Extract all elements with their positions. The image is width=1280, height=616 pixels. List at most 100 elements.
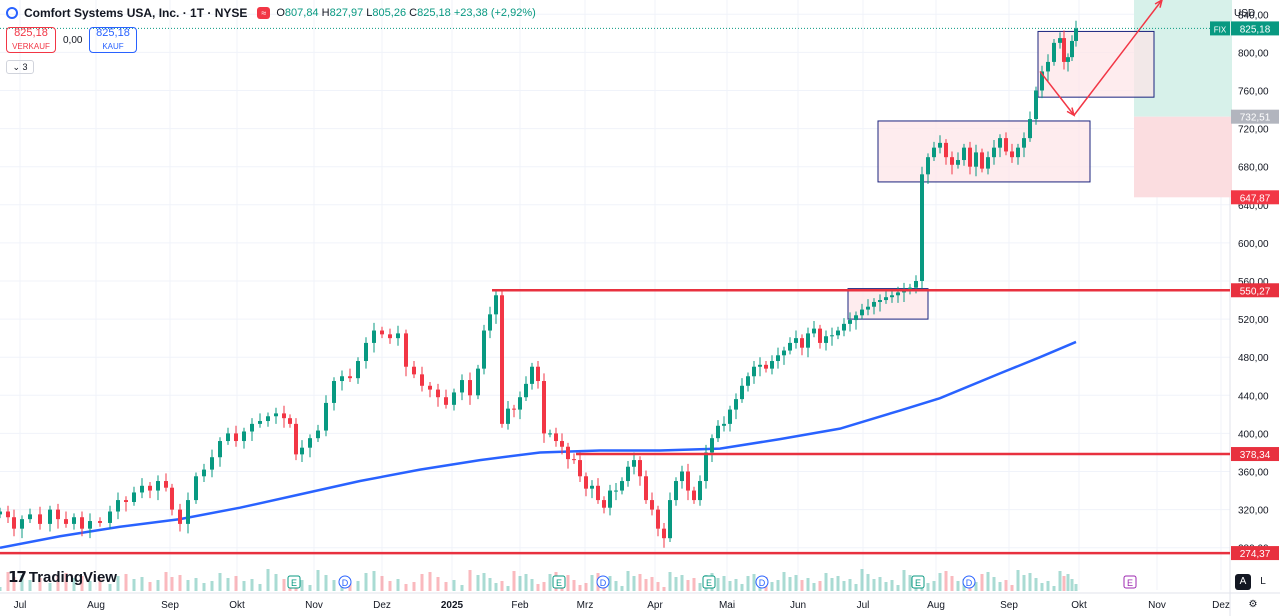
symbol-title[interactable]: Comfort Systems USA, Inc. · 1T · NYSE [24, 6, 248, 20]
sell-button[interactable]: 825,18 VERKAUF [6, 27, 56, 53]
candle-body [132, 492, 136, 502]
candle-body [452, 392, 456, 405]
candle-body [28, 514, 32, 520]
volume-bar [590, 575, 594, 591]
volume-bar [488, 578, 492, 591]
x-tick-label: Jul [14, 600, 27, 611]
y-tick-label: 720,00 [1238, 125, 1269, 136]
volume-bar [788, 577, 792, 591]
y-tick-label: 800,00 [1238, 48, 1269, 59]
volume-bar [282, 579, 286, 591]
volume-bar [124, 574, 128, 591]
volume-bar [512, 571, 516, 591]
volume-bar [842, 581, 846, 591]
dividend-event-icon [962, 575, 976, 589]
candle-body [548, 433, 552, 435]
volume-bar [300, 580, 304, 591]
volume-bar [1052, 586, 1056, 591]
candle-body [518, 397, 522, 410]
x-tick-label: Dez [1212, 600, 1230, 611]
volume-bar [902, 570, 906, 591]
candle-body [974, 152, 978, 167]
candle-body [656, 509, 660, 529]
x-tick-label: 2025 [441, 600, 464, 611]
candle-body [482, 330, 486, 369]
volume-bar [752, 574, 756, 591]
tradingview-logo[interactable]: 17 TradingView [8, 568, 117, 586]
dividend-event-icon [338, 575, 352, 589]
candle-body [872, 301, 876, 307]
volume-bar [950, 576, 954, 591]
sell-label: VERKAUF [12, 42, 50, 51]
log-scale-button[interactable]: L [1260, 576, 1266, 587]
candle-body [782, 350, 786, 356]
arrow-line-1 [1039, 70, 1075, 116]
candle-body [920, 174, 924, 281]
company-logo-icon [6, 7, 18, 19]
volume-bar [468, 570, 472, 591]
y-tick-label: 640,00 [1238, 201, 1269, 212]
candle-body [98, 521, 102, 523]
indicators-toggle-button[interactable]: ⌄ 3 [6, 60, 34, 74]
volume-bar [980, 574, 984, 591]
currency-selector[interactable]: USD [1234, 8, 1256, 19]
settings-gear-icon[interactable]: ⚙ [1248, 599, 1258, 610]
volume-bar [1040, 583, 1044, 591]
candle-body [1028, 119, 1032, 139]
volume-bar [830, 578, 834, 591]
candle-body [602, 500, 606, 508]
volume-bar [566, 575, 570, 591]
volume-bar [210, 581, 214, 591]
candle-body [1046, 61, 1050, 72]
volume-bar [348, 583, 352, 591]
candle-body [824, 336, 828, 343]
candle-body [6, 511, 10, 518]
volume-bar [1046, 581, 1050, 591]
volume-bar [324, 575, 328, 591]
buy-button[interactable]: 825,18 KAUF [89, 27, 137, 53]
volume-bar [734, 579, 738, 591]
level-price-tag [1231, 447, 1279, 462]
volume-bar [1066, 574, 1070, 591]
candle-body [48, 509, 52, 524]
candle-body [626, 466, 630, 482]
candle-body [412, 366, 416, 375]
candle-body [572, 459, 576, 461]
x-tick-label: Dez [373, 600, 391, 611]
volume-bar [506, 586, 510, 591]
y-tick-label: 680,00 [1238, 163, 1269, 174]
axis-price-tag [1231, 21, 1279, 36]
volume-bar [452, 580, 456, 591]
volume-bar [794, 575, 798, 591]
x-tick-label: Okt [229, 600, 245, 611]
candle-body [1010, 151, 1014, 158]
candle-body [944, 142, 948, 158]
volume-bar [530, 579, 534, 591]
candle-body [680, 471, 684, 482]
exchange-status-badge[interactable]: ≈ [257, 7, 271, 19]
volume-bar [896, 585, 900, 591]
candle-body [542, 381, 546, 434]
volume-bar [56, 575, 60, 591]
volume-bar [650, 577, 654, 591]
rectangle-drawing-2 [877, 120, 1091, 183]
volume-bar [638, 574, 642, 591]
candle-body [674, 481, 678, 501]
earnings-event-icon [1123, 575, 1137, 589]
candle-body [950, 157, 954, 165]
candle-body [428, 385, 432, 390]
volume-bar [620, 586, 624, 591]
volume-bar [364, 573, 368, 591]
candle-body [560, 441, 564, 447]
candle-body [662, 528, 666, 539]
candle-body [530, 366, 534, 384]
candle-body [164, 481, 168, 488]
volume-bar [998, 582, 1002, 591]
auto-scale-button[interactable]: A [1235, 574, 1251, 590]
volume-bar [836, 576, 840, 591]
volume-bar [992, 577, 996, 591]
candle-body [926, 157, 930, 175]
volume-bar [548, 574, 552, 591]
candle-body [218, 441, 222, 458]
